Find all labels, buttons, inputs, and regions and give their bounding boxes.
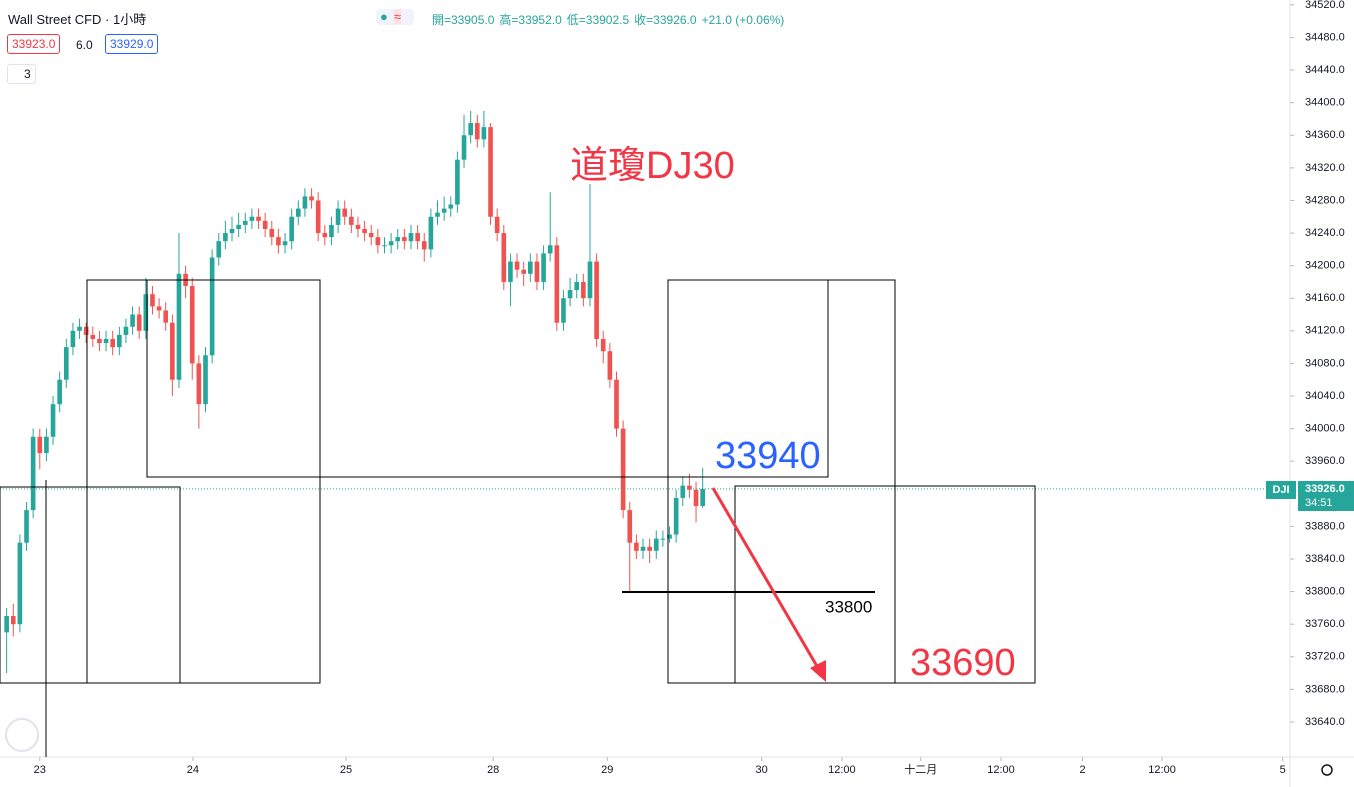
annotation: 33940 [715, 435, 821, 477]
y-tick-label: 34240.0 [1305, 227, 1345, 239]
x-tick-label: 2 [1079, 764, 1085, 776]
arrow [711, 487, 820, 669]
y-tick-label: 34440.0 [1305, 64, 1345, 76]
y-tick-label: 33680.0 [1305, 683, 1345, 695]
x-tick-label: 5 [1280, 764, 1286, 776]
y-tick-label: 34200.0 [1305, 260, 1345, 272]
symbol-title: Wall Street CFD · 1小時 [8, 12, 147, 27]
box [146, 279, 896, 684]
y-tick-label: 34280.0 [1305, 194, 1345, 206]
y-tick-label: 33640.0 [1305, 716, 1345, 728]
bid[interactable]: 33923.0 [7, 34, 61, 54]
x-tick-label: 30 [756, 764, 768, 776]
y-tick-label: 34080.0 [1305, 357, 1345, 369]
y-tick-label: 33720.0 [1305, 651, 1345, 663]
settings-icon[interactable] [1321, 764, 1333, 776]
y-tick-label: 34000.0 [1305, 423, 1345, 435]
x-tick-label: 29 [601, 764, 613, 776]
ask[interactable]: 33929.0 [105, 34, 159, 54]
y-tick-label: 34480.0 [1305, 31, 1345, 43]
y-tick-label: 34360.0 [1305, 129, 1345, 141]
ohlc-value: 低=33902.5 [566, 13, 630, 27]
x-tick-label: 23 [34, 764, 46, 776]
scroll-button[interactable] [5, 718, 39, 752]
y-tick-label: 34320.0 [1305, 162, 1345, 174]
box [734, 485, 1036, 684]
annotation: 33800 [825, 597, 872, 616]
symbol-tag [1266, 481, 1296, 499]
ohlc-value: 收=33926.0 [634, 13, 697, 27]
y-tick-label: 33960.0 [1305, 455, 1345, 467]
box [86, 279, 321, 684]
indicators-toggle[interactable]: 3 [7, 64, 36, 84]
x-tick-label: 25 [340, 764, 352, 776]
x-tick-label: 12:00 [1148, 764, 1176, 776]
x-tick-label: 24 [187, 764, 199, 776]
price-tag [1298, 481, 1354, 511]
x-tick-label: 28 [487, 764, 499, 776]
y-tick-label: 33880.0 [1305, 520, 1345, 532]
y-tick-label: 33760.0 [1305, 618, 1345, 630]
arrow-head [810, 660, 826, 682]
x-tick-label: 12:00 [828, 764, 856, 776]
y-tick-label: 34120.0 [1305, 325, 1345, 337]
y-tick-label: 33800.0 [1305, 585, 1345, 597]
price-tag-countdown: 34:51 [1305, 497, 1333, 509]
y-tick-label: 34160.0 [1305, 292, 1345, 304]
price-tag-symbol: DJI [1272, 484, 1289, 496]
x-tick-label: 十二月 [904, 762, 937, 776]
ohlc-value: 開=33905.0 [432, 13, 495, 27]
y-tick-label: 34520.0 [1305, 0, 1345, 11]
x-tick-label: 12:00 [987, 764, 1015, 776]
y-tick-label: 34040.0 [1305, 390, 1345, 402]
ohlc-value: +21.0 (+0.06%) [701, 13, 785, 27]
annotation: 33690 [910, 642, 1016, 684]
y-tick-label: 34400.0 [1305, 97, 1345, 109]
drawings [0, 279, 1036, 757]
price-tag-price: 33926.0 [1305, 483, 1345, 495]
ohlc-value: 高=33952.0 [499, 13, 562, 27]
ohlc-legend: 開=33905.0 高=33952.0 低=33902.5 收=33926.0 +21.… [432, 11, 789, 28]
annotation: 道瓊DJ30 [570, 145, 735, 187]
status-badges: ● ≈ [376, 9, 414, 25]
spread: 6.0 [76, 38, 93, 52]
y-tick-label: 33840.0 [1305, 553, 1345, 565]
